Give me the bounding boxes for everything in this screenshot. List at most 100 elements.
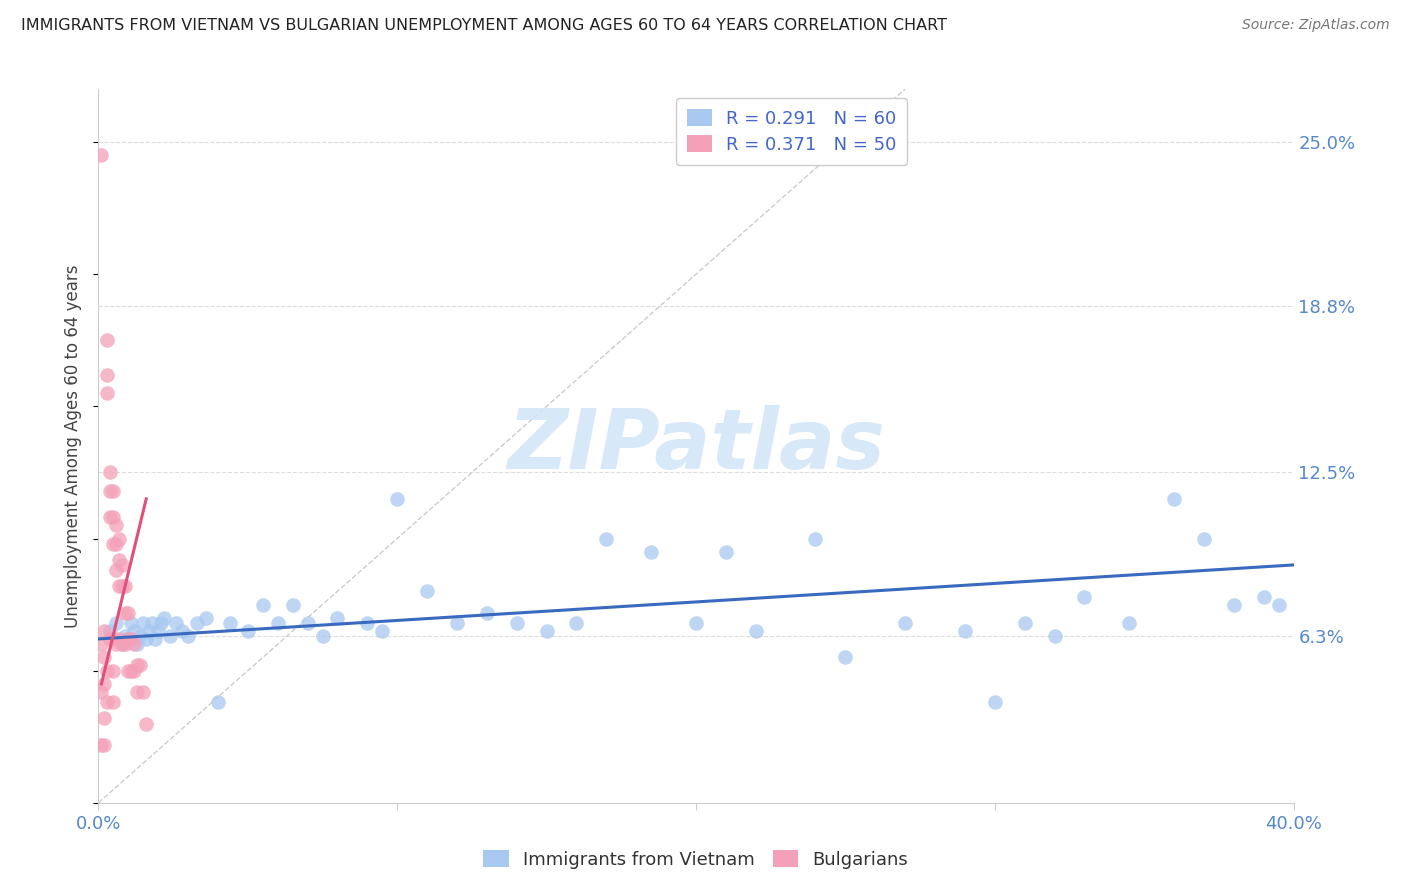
- Point: [108, 532, 131, 546]
- Point: [124, 664, 146, 678]
- Point: [120, 632, 142, 646]
- Point: [984, 695, 1007, 709]
- Point: [127, 658, 149, 673]
- Point: [114, 606, 136, 620]
- Point: [371, 624, 394, 638]
- Point: [148, 624, 170, 638]
- Point: [100, 632, 122, 646]
- Point: [506, 616, 529, 631]
- Point: [150, 616, 173, 631]
- Point: [1073, 590, 1095, 604]
- Point: [138, 624, 160, 638]
- Point: [103, 483, 125, 498]
- Point: [108, 579, 131, 593]
- Point: [93, 711, 115, 725]
- Point: [103, 664, 125, 678]
- Point: [186, 616, 208, 631]
- Point: [93, 738, 115, 752]
- Point: [103, 695, 125, 709]
- Point: [105, 637, 128, 651]
- Legend: Immigrants from Vietnam, Bulgarians: Immigrants from Vietnam, Bulgarians: [477, 843, 915, 876]
- Point: [281, 598, 304, 612]
- Point: [356, 616, 378, 631]
- Point: [297, 616, 319, 631]
- Point: [105, 563, 128, 577]
- Point: [117, 632, 139, 646]
- Point: [90, 637, 112, 651]
- Point: [127, 685, 149, 699]
- Point: [135, 632, 157, 646]
- Point: [114, 629, 136, 643]
- Point: [326, 611, 349, 625]
- Point: [103, 632, 125, 646]
- Text: ZIPatlas: ZIPatlas: [508, 406, 884, 486]
- Point: [135, 716, 157, 731]
- Point: [159, 629, 181, 643]
- Point: [1163, 491, 1185, 506]
- Point: [108, 552, 131, 566]
- Point: [93, 650, 115, 665]
- Text: Source: ZipAtlas.com: Source: ZipAtlas.com: [1241, 18, 1389, 32]
- Point: [565, 616, 588, 631]
- Point: [143, 632, 166, 646]
- Point: [103, 537, 125, 551]
- Point: [100, 624, 122, 638]
- Point: [96, 664, 118, 678]
- Point: [124, 624, 146, 638]
- Point: [108, 632, 131, 646]
- Point: [96, 368, 118, 382]
- Point: [129, 658, 152, 673]
- Point: [252, 598, 274, 612]
- Point: [105, 518, 128, 533]
- Point: [267, 616, 290, 631]
- Point: [96, 695, 118, 709]
- Point: [96, 386, 118, 401]
- Point: [114, 579, 136, 593]
- Point: [90, 685, 112, 699]
- Point: [111, 558, 134, 572]
- Point: [714, 545, 737, 559]
- Point: [100, 483, 122, 498]
- Point: [117, 632, 139, 646]
- Point: [90, 148, 112, 162]
- Point: [120, 664, 142, 678]
- Point: [100, 510, 122, 524]
- Point: [640, 545, 662, 559]
- Point: [111, 637, 134, 651]
- Point: [90, 738, 112, 752]
- Point: [105, 616, 128, 631]
- Point: [195, 611, 218, 625]
- Point: [127, 637, 149, 651]
- Point: [103, 510, 125, 524]
- Point: [804, 532, 827, 546]
- Point: [132, 616, 155, 631]
- Point: [446, 616, 468, 631]
- Point: [1014, 616, 1036, 631]
- Point: [894, 616, 917, 631]
- Point: [595, 532, 617, 546]
- Point: [834, 650, 856, 665]
- Point: [416, 584, 439, 599]
- Point: [311, 629, 333, 643]
- Point: [172, 624, 194, 638]
- Point: [96, 333, 118, 347]
- Point: [100, 466, 122, 480]
- Point: [1192, 532, 1215, 546]
- Point: [141, 616, 163, 631]
- Point: [207, 695, 229, 709]
- Point: [117, 664, 139, 678]
- Point: [114, 637, 136, 651]
- Point: [475, 606, 498, 620]
- Point: [93, 624, 115, 638]
- Point: [219, 616, 242, 631]
- Point: [745, 624, 768, 638]
- Point: [117, 606, 139, 620]
- Point: [111, 637, 134, 651]
- Point: [124, 637, 146, 651]
- Point: [236, 624, 259, 638]
- Point: [153, 611, 176, 625]
- Point: [120, 616, 142, 631]
- Point: [165, 616, 187, 631]
- Point: [536, 624, 558, 638]
- Point: [129, 629, 152, 643]
